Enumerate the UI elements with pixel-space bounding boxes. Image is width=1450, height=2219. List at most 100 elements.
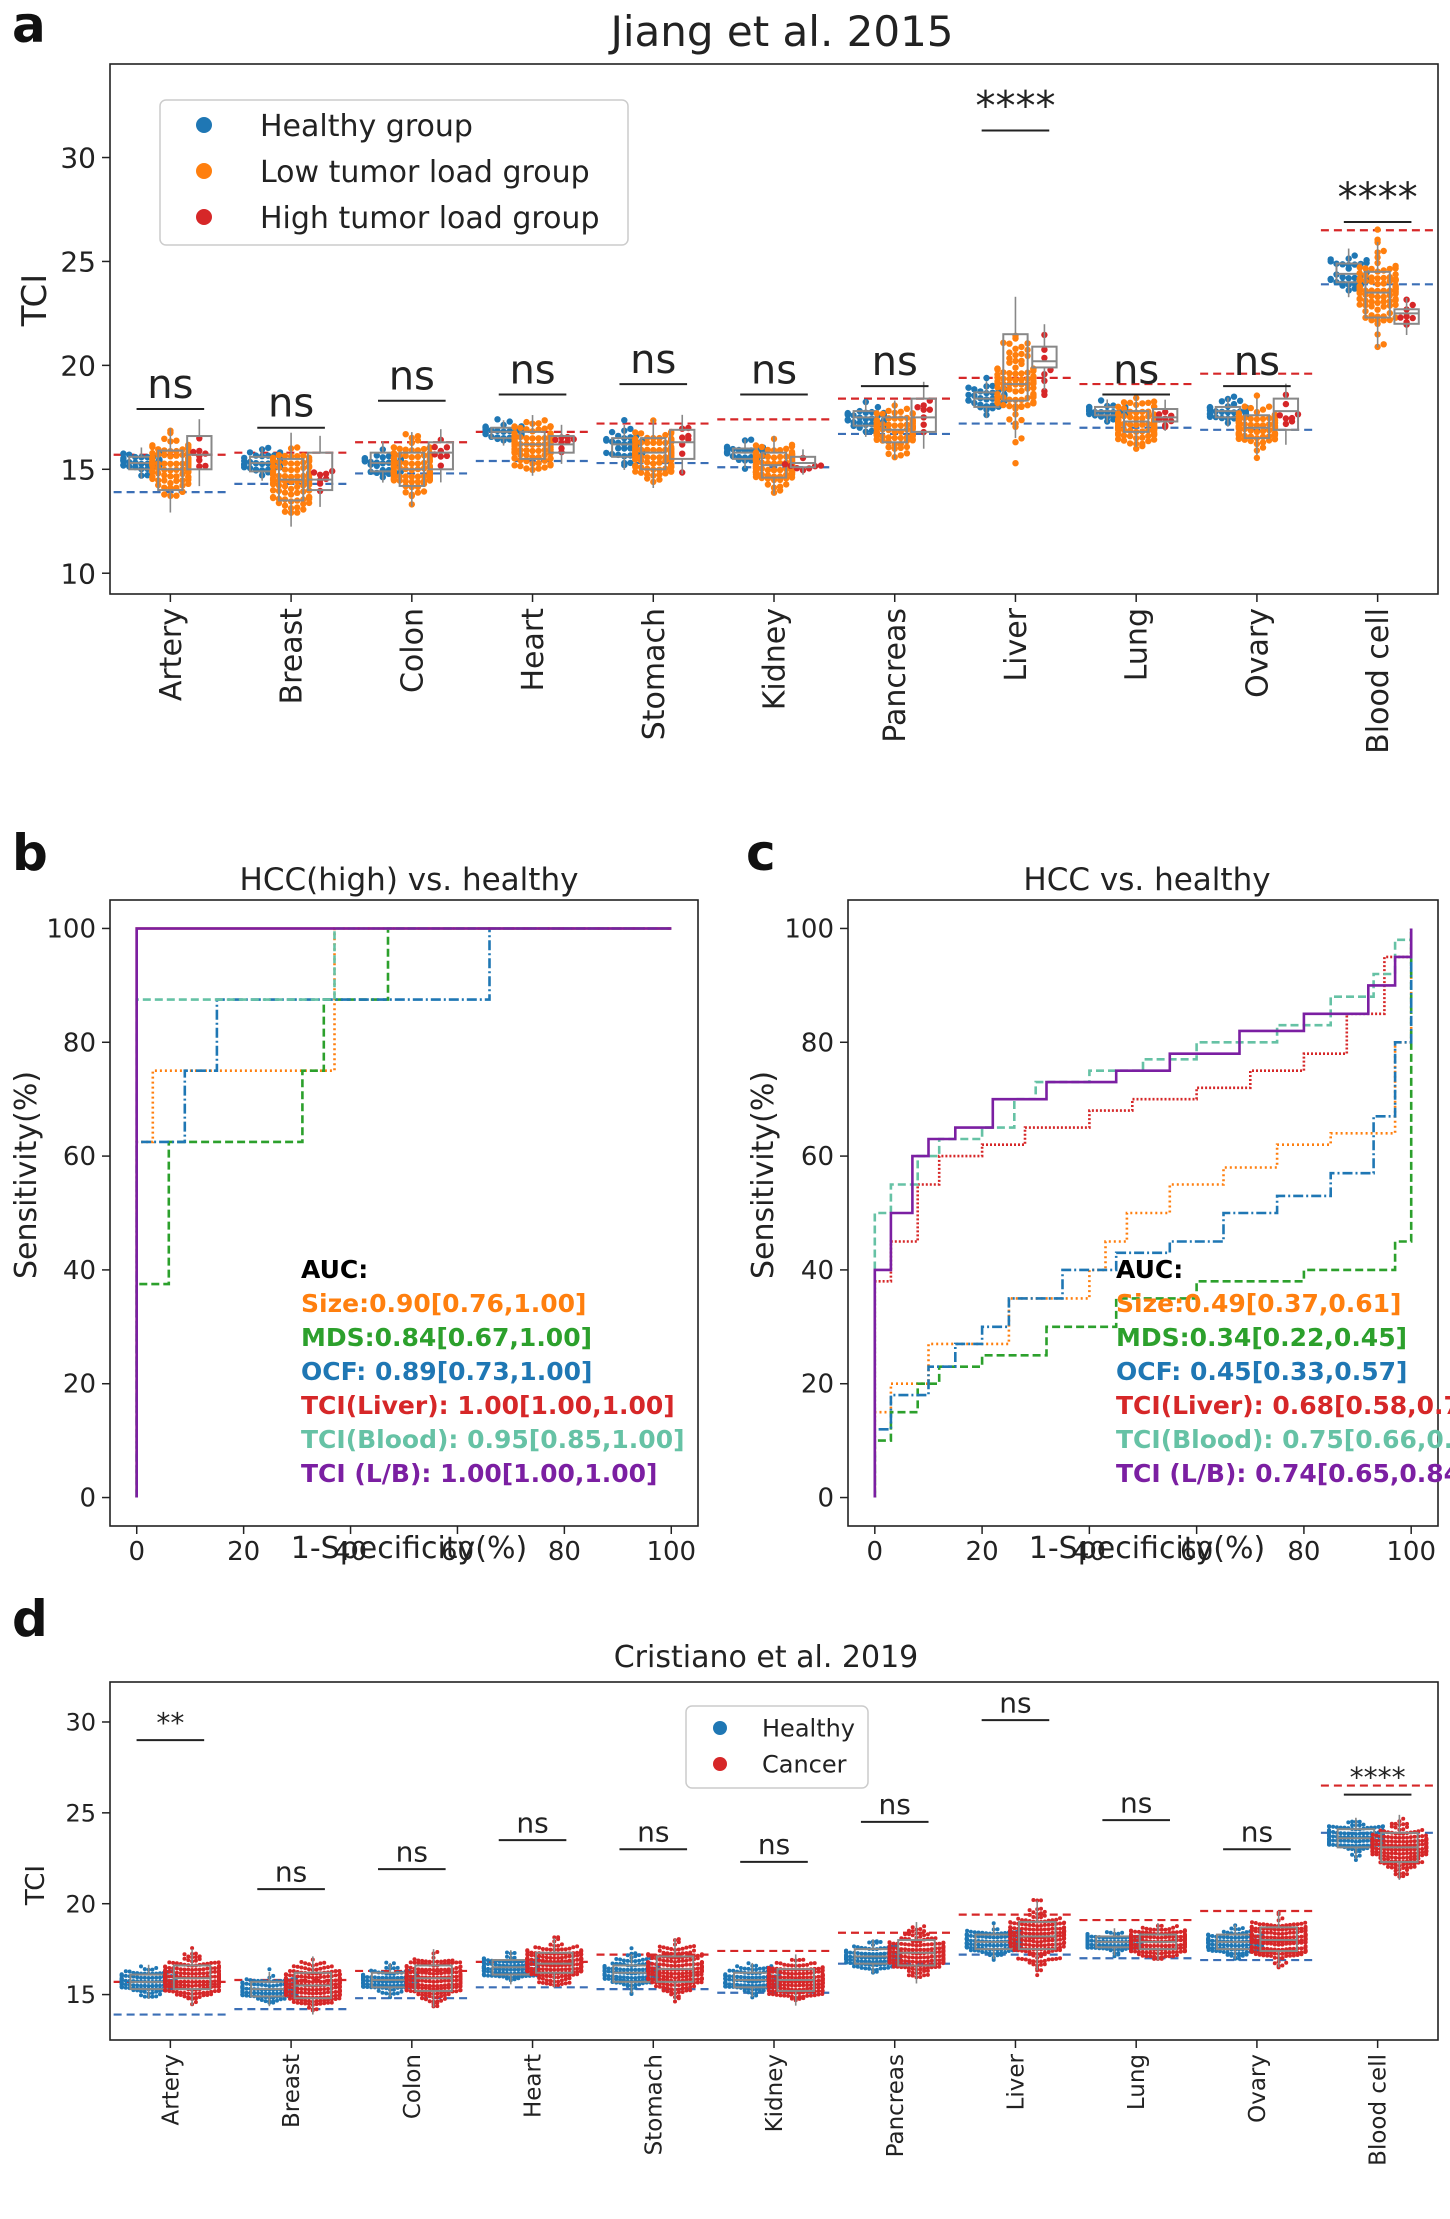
data-point-cancer bbox=[676, 1947, 681, 1952]
data-point-cancer bbox=[661, 1958, 666, 1963]
data-point-cancer bbox=[692, 1984, 696, 1989]
x-tick-label: Liver bbox=[1004, 2053, 1030, 2110]
data-point-cancer bbox=[805, 1962, 810, 1967]
data-point-healthy bbox=[602, 1964, 607, 1968]
data-point-cancer bbox=[556, 1947, 561, 1952]
data-point-low-tumor-load-group bbox=[1374, 299, 1381, 306]
data-point-low-tumor-load-group bbox=[994, 365, 1001, 372]
data-point-low-tumor-load-group bbox=[897, 408, 904, 415]
data-point-low-tumor-load-group bbox=[1012, 364, 1019, 371]
data-point-low-tumor-load-group bbox=[1356, 269, 1363, 277]
data-point-healthy bbox=[131, 1974, 136, 1979]
data-point-healthy-group bbox=[603, 449, 610, 457]
data-point-cancer bbox=[925, 1966, 930, 1970]
data-point-low-tumor-load-group bbox=[1000, 401, 1007, 409]
data-point-cancer bbox=[797, 1958, 802, 1962]
y-tick-label: 60 bbox=[801, 1142, 834, 1172]
data-point-healthy bbox=[365, 1982, 370, 1987]
x-tick-label: Colon bbox=[400, 2054, 426, 2119]
data-point-healthy bbox=[146, 1976, 151, 1980]
data-point-cancer bbox=[937, 1958, 942, 1963]
data-point-healthy bbox=[848, 1954, 853, 1959]
data-point-healthy bbox=[395, 1975, 400, 1980]
data-point-cancer bbox=[529, 1950, 534, 1955]
data-point-low-tumor-load-group bbox=[420, 488, 428, 495]
data-point-healthy bbox=[1327, 1828, 1331, 1833]
data-point-healthy bbox=[158, 1992, 162, 1997]
data-point-cancer bbox=[186, 1958, 191, 1963]
data-point-low-tumor-load-group bbox=[903, 450, 911, 457]
data-point-cancer bbox=[812, 1961, 817, 1966]
data-point-healthy bbox=[754, 1963, 759, 1968]
data-point-cancer bbox=[556, 1959, 561, 1964]
data-point-healthy bbox=[1353, 1832, 1358, 1836]
data-point-cancer bbox=[201, 1983, 206, 1987]
data-point-cancer bbox=[212, 1969, 217, 1974]
data-point-cancer bbox=[291, 1964, 296, 1969]
data-point-low-tumor-load-group bbox=[300, 500, 307, 508]
data-point-cancer bbox=[163, 1964, 168, 1969]
data-point-cancer bbox=[416, 1970, 421, 1975]
chart-title-b: HCC(high) vs. healthy bbox=[240, 862, 579, 898]
data-point-cancer bbox=[1042, 1962, 1047, 1967]
data-point-cancer bbox=[446, 1967, 451, 1972]
data-point-cancer bbox=[439, 1959, 444, 1964]
data-point-cancer bbox=[318, 1975, 323, 1979]
data-point-low-tumor-load-group bbox=[408, 460, 415, 467]
data-point-cancer bbox=[420, 1967, 425, 1972]
data-point-cancer bbox=[778, 1982, 783, 1987]
data-point-cancer bbox=[910, 1966, 915, 1971]
data-point-cancer bbox=[887, 1944, 892, 1949]
data-point-healthy bbox=[987, 1951, 992, 1956]
data-point-healthy bbox=[1346, 1838, 1351, 1843]
data-point-high-tumor-load-group bbox=[1288, 414, 1296, 422]
data-point-high-tumor-load-group bbox=[1403, 313, 1410, 320]
data-point-cancer bbox=[556, 1979, 561, 1984]
data-point-cancer bbox=[575, 1957, 580, 1962]
data-point-low-tumor-load-group bbox=[269, 454, 277, 461]
data-point-healthy bbox=[999, 1943, 1004, 1948]
data-point-healthy bbox=[369, 1968, 374, 1973]
data-point-cancer bbox=[337, 1976, 342, 1981]
data-point-healthy bbox=[727, 1982, 732, 1987]
data-point-low-tumor-load-group bbox=[1374, 293, 1381, 301]
data-point-low-tumor-load-group bbox=[161, 435, 168, 442]
data-point-cancer bbox=[205, 1990, 210, 1995]
auc-label: TCI (L/B): 0.74[0.65,0.84] bbox=[1116, 1459, 1450, 1488]
data-point-cancer bbox=[657, 1948, 662, 1953]
data-point-low-tumor-load-group bbox=[994, 371, 1001, 378]
data-point-healthy bbox=[380, 1990, 385, 1995]
legend-marker bbox=[196, 163, 212, 179]
data-point-cancer bbox=[922, 1966, 927, 1971]
data-point-healthy bbox=[874, 1952, 879, 1956]
data-point-low-tumor-load-group bbox=[656, 454, 663, 461]
x-tick-label: Kidney bbox=[762, 2054, 788, 2132]
data-point-cancer bbox=[922, 1959, 927, 1964]
data-point-low-tumor-load-group bbox=[305, 493, 313, 501]
data-point-healthy-group bbox=[120, 454, 127, 462]
data-point-low-tumor-load-group bbox=[1139, 414, 1146, 422]
data-point-healthy bbox=[980, 1950, 985, 1955]
data-point-low-tumor-load-group bbox=[1380, 313, 1387, 320]
data-point-low-tumor-load-group bbox=[650, 439, 657, 447]
data-point-low-tumor-load-group bbox=[1115, 403, 1122, 410]
data-point-healthy bbox=[119, 1972, 124, 1977]
data-point-low-tumor-load-group bbox=[776, 473, 784, 480]
data-point-low-tumor-load-group bbox=[281, 502, 289, 509]
data-point-cancer bbox=[789, 1971, 794, 1976]
data-point-healthy bbox=[267, 1984, 272, 1988]
data-point-high-tumor-load-group bbox=[781, 461, 789, 468]
data-point-cancer bbox=[427, 1979, 432, 1984]
data-point-cancer bbox=[922, 1955, 927, 1960]
data-point-cancer bbox=[665, 1951, 670, 1956]
data-point-cancer bbox=[673, 1971, 677, 1976]
data-point-high-tumor-load-group bbox=[1282, 415, 1290, 422]
data-point-low-tumor-load-group bbox=[1133, 421, 1140, 429]
data-point-healthy bbox=[1346, 1820, 1351, 1825]
data-point-low-tumor-load-group bbox=[1253, 392, 1261, 399]
data-point-healthy bbox=[965, 1928, 970, 1933]
data-point-cancer bbox=[559, 1967, 564, 1972]
data-point-cancer bbox=[307, 1962, 311, 1967]
data-point-cancer bbox=[680, 1951, 685, 1956]
